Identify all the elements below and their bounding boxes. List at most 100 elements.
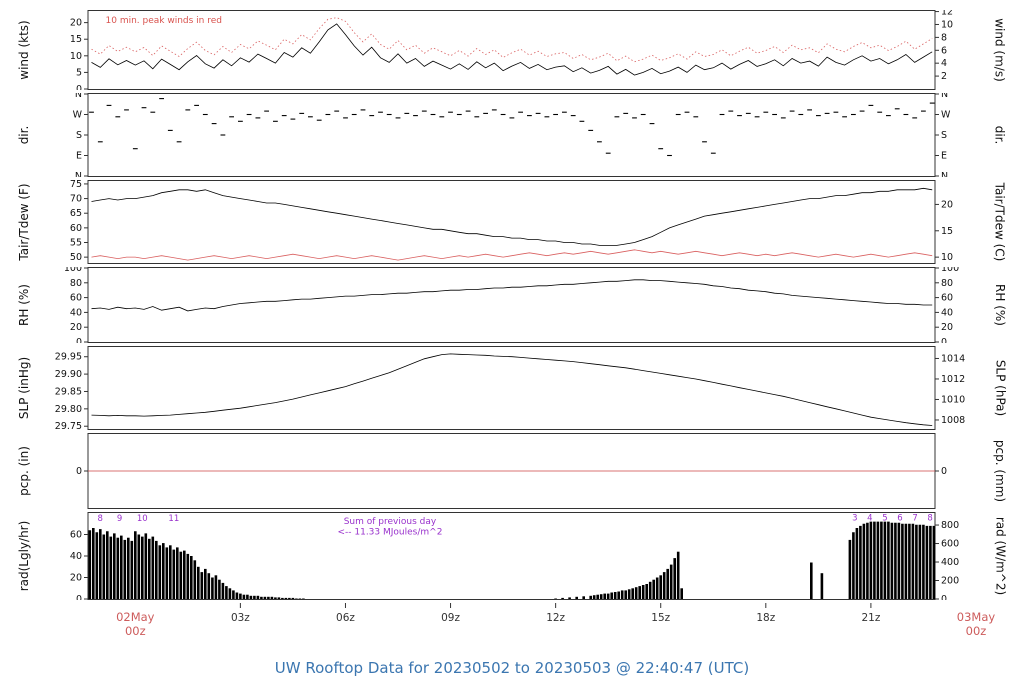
annotation: 10 xyxy=(137,514,148,524)
y-tick-label: 60 xyxy=(70,223,82,234)
annotation: 9 xyxy=(117,514,122,524)
y-tick-label: 60 xyxy=(941,293,953,304)
humidity-right-axis-label: RH (%) xyxy=(993,284,1007,326)
y-tick-label: 15 xyxy=(70,34,82,45)
relative-humidity-line xyxy=(91,279,933,312)
y-tick-label: 0 xyxy=(941,594,947,600)
temperature-left-axis-label: Tair/Tdew (F) xyxy=(17,183,31,261)
panel-radiation: 0 20 40 60 0 200 400 600 800 Sum of previous day <… xyxy=(0,512,1024,600)
temperature-right-axis-label: Tair/Tdew (C) xyxy=(993,182,1007,262)
peak-wind-line xyxy=(91,17,933,63)
y-tick-label: S xyxy=(941,130,947,141)
y-tick-label: 29.75 xyxy=(55,421,82,430)
y-tick-label: 15 xyxy=(941,226,953,237)
annotation: <-- 11.33 MJoules/m^2 xyxy=(337,528,442,538)
y-tick-label: 1010 xyxy=(941,394,965,405)
y-tick-label: S xyxy=(76,130,82,141)
x-date-label: 00z xyxy=(125,624,146,638)
y-tick-label: W xyxy=(73,110,83,121)
tair-line xyxy=(91,187,933,246)
y-tick-label: 0 xyxy=(941,466,947,477)
humidity-plot: 0 20 40 60 80 100 0 20 40 60 80 100 xyxy=(64,267,959,343)
x-date-label: 02May xyxy=(116,610,155,624)
radiation-right-axis-label: rad (W/m^2) xyxy=(993,516,1007,596)
y-tick-label: 60 xyxy=(70,530,82,541)
panel-temperature: 50 55 60 65 70 75 10 15 20 Tair/Tdew (F) Tair/Td… xyxy=(0,180,1024,264)
y-tick-label: 2 xyxy=(941,71,947,82)
y-tick-label: 40 xyxy=(70,307,82,318)
y-tick-label: 4 xyxy=(941,58,947,69)
y-tick-label: 40 xyxy=(70,551,82,562)
y-tick-label: 65 xyxy=(70,208,82,219)
direction-left-axis-label: dir. xyxy=(17,125,31,145)
y-tick-label: N xyxy=(75,93,82,100)
x-tick-label: 06z xyxy=(336,612,355,624)
y-tick-label: 100 xyxy=(64,267,82,274)
precipitation-right-axis-label: pcp. (mm) xyxy=(993,439,1007,503)
radiation-left-axis-label: rad(Lgly/hr) xyxy=(17,520,31,592)
y-tick-label: 20 xyxy=(941,322,953,333)
y-tick-label: 8 xyxy=(941,32,947,43)
y-tick-label: 20 xyxy=(70,322,82,333)
humidity-left-axis-label: RH (%) xyxy=(17,284,31,326)
x-tick-label: 03z xyxy=(231,612,250,624)
y-tick-label: 29.85 xyxy=(55,386,82,397)
x-tick-label: 15z xyxy=(651,612,670,624)
y-tick-label: 20 xyxy=(70,573,82,584)
sea-level-pressure-line xyxy=(91,353,933,426)
y-tick-label: 10 xyxy=(941,252,953,263)
wind-left-axis-label: wind (kts) xyxy=(17,20,31,80)
panel-wind: 0 5 10 15 20 2 4 6 8 10 12 10 min. peak winds in re… xyxy=(0,10,1024,90)
y-tick-label: N xyxy=(75,171,82,177)
x-tick-label: 21z xyxy=(861,612,880,624)
y-tick-label: 60 xyxy=(70,293,82,304)
y-tick-label: 10 xyxy=(941,19,953,30)
panel-frame xyxy=(87,93,936,177)
y-tick-label: 0 xyxy=(76,594,82,600)
x-date-label: 00z xyxy=(966,624,987,638)
y-tick-label: 1014 xyxy=(941,353,965,364)
panel-frame xyxy=(87,180,936,264)
panel-humidity: 0 20 40 60 80 100 0 20 40 60 80 100 RH (%) RH (%) xyxy=(0,267,1024,343)
y-tick-label: 600 xyxy=(941,539,959,550)
y-tick-label: E xyxy=(76,151,82,162)
y-tick-label: 1008 xyxy=(941,415,965,426)
y-tick-label: N xyxy=(941,171,948,177)
annotation: 7 xyxy=(912,514,917,524)
y-tick-label: 10 xyxy=(70,51,82,62)
meteogram-panels: 0 5 10 15 20 2 4 6 8 10 12 10 min. peak winds in re… xyxy=(0,10,1024,600)
x-tick-label: 18z xyxy=(756,612,775,624)
y-tick-label: N xyxy=(941,93,948,100)
annotation: 10 min. peak winds in red xyxy=(106,16,222,26)
pressure-right-axis-label: SLP (hPa) xyxy=(993,359,1007,417)
annotation: 8 xyxy=(98,514,103,524)
y-tick-label: 100 xyxy=(941,267,959,274)
annotation: 6 xyxy=(897,514,902,524)
y-tick-label: 20 xyxy=(941,199,953,210)
y-tick-label: 6 xyxy=(941,45,947,56)
x-date-label: 03May xyxy=(957,610,996,624)
y-tick-label: 80 xyxy=(70,278,82,289)
y-tick-label: 0 xyxy=(76,337,82,343)
direction-right-axis-label: dir. xyxy=(993,125,1007,145)
chart-title: UW Rooftop Data for 20230502 to 20230503… xyxy=(274,659,750,677)
annotation: 5 xyxy=(882,514,887,524)
panel-frame xyxy=(87,267,936,343)
y-tick-label: 55 xyxy=(70,238,82,249)
precipitation-left-axis-label: pcp. (in) xyxy=(17,446,31,496)
x-tick-label: 12z xyxy=(546,612,565,624)
y-tick-label: 29.90 xyxy=(55,369,82,380)
pressure-left-axis-label: SLP (inHg) xyxy=(17,356,31,420)
y-tick-label: 0 xyxy=(941,337,947,343)
y-tick-label: 5 xyxy=(76,67,82,78)
y-tick-label: 40 xyxy=(941,307,953,318)
y-tick-label: 400 xyxy=(941,557,959,568)
wind-speed-line xyxy=(91,23,933,76)
panel-pressure: 29.75 29.80 29.85 29.90 29.95 1008 1010 1012 101… xyxy=(0,346,1024,430)
